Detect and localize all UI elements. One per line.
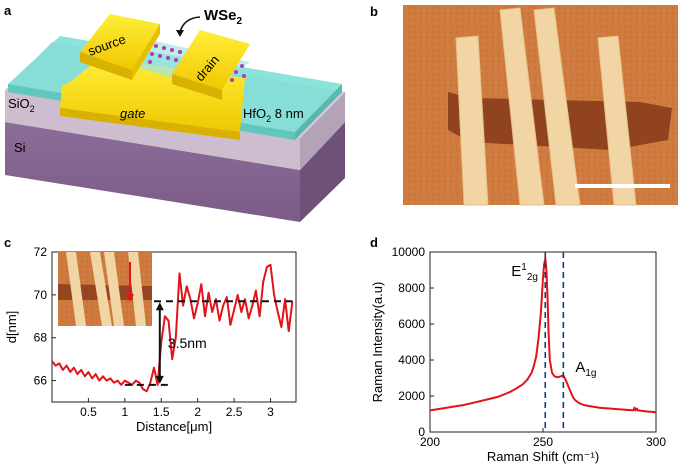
si-label: Si — [14, 140, 26, 155]
y-tick-label: 10000 — [392, 245, 426, 259]
panel-d-letter: d — [370, 235, 378, 250]
panel-c-letter: c — [4, 235, 11, 250]
panel-d: d 200 250 300 0 2000 4000 6000 8000 10000 Raman S… — [370, 235, 666, 464]
si-front — [5, 122, 300, 222]
panel-a: a — [4, 3, 345, 222]
e2g-peak-label: E12g — [511, 262, 538, 283]
y-tick-label: 72 — [34, 245, 48, 259]
device-schematic: source drain gate WSe2 SiO2 HfO2 8 nm Si — [5, 7, 345, 222]
y-tick-label: 68 — [34, 331, 48, 345]
wse2-label: WSe2 — [204, 7, 243, 27]
panel-b: b — [370, 4, 678, 206]
y-axis-label: d[nm] — [4, 311, 19, 344]
x-tick-label: 1.5 — [153, 405, 170, 419]
x-tick-label: 2.5 — [226, 405, 243, 419]
data-series-line — [51, 263, 294, 393]
raman-chart: 200 250 300 0 2000 4000 6000 8000 10000 Raman Shi… — [370, 245, 666, 464]
drain-electrode — [172, 30, 250, 100]
a1g-peak-label: A1g — [575, 359, 596, 379]
hfo2-label: HfO2 8 nm — [243, 106, 304, 124]
y-tick-label: 6000 — [398, 317, 425, 331]
step-height-annotation: 3.5nm — [168, 335, 207, 351]
y-tick-label: 70 — [34, 288, 48, 302]
y-tick-label: 2000 — [398, 389, 425, 403]
wse2-arrow — [179, 16, 201, 33]
x-tick-label: 3 — [267, 405, 274, 419]
sio2-label: SiO2 — [8, 96, 35, 114]
x-tick-label: 2 — [194, 405, 201, 419]
arrow-head-up — [155, 302, 164, 311]
y-tick-label: 66 — [34, 374, 48, 388]
source-electrode — [80, 14, 160, 80]
afm-electrodes — [455, 7, 637, 206]
x-tick-label: 250 — [533, 435, 553, 449]
x-tick-label: 0.5 — [80, 405, 97, 419]
x-tick-label: 200 — [420, 435, 440, 449]
panel-c: c 0.5 1 1.5 2 2.5 3 66 68 70 72 Distance[μm] d[nm] 3… — [4, 235, 297, 434]
x-axis-label: Distance[μm] — [136, 419, 212, 434]
plot-frame — [51, 251, 297, 403]
x-tick-label: 300 — [646, 435, 666, 449]
x-tick-label: 1 — [121, 405, 128, 419]
sio2-side — [300, 92, 345, 170]
panel-a-letter: a — [4, 3, 12, 18]
x-axis-label: Raman Shift (cm⁻¹) — [487, 449, 599, 464]
profile-chart: 0.5 1 1.5 2 2.5 3 66 68 70 72 Distance[μm] d[nm] 3.5… — [4, 245, 297, 434]
inset-afm — [58, 252, 152, 326]
y-axis-label: Raman Intensity(a.u) — [370, 282, 385, 403]
y-tick-label: 4000 — [398, 353, 425, 367]
data-series-line — [429, 257, 657, 414]
y-tick-label: 8000 — [398, 281, 425, 295]
arrow-head-down — [155, 375, 164, 384]
y-tick-label: 0 — [418, 425, 425, 439]
hfo2-side — [295, 84, 342, 140]
panel-b-letter: b — [370, 4, 378, 19]
gate-label: gate — [120, 106, 145, 121]
si-side — [300, 122, 345, 222]
